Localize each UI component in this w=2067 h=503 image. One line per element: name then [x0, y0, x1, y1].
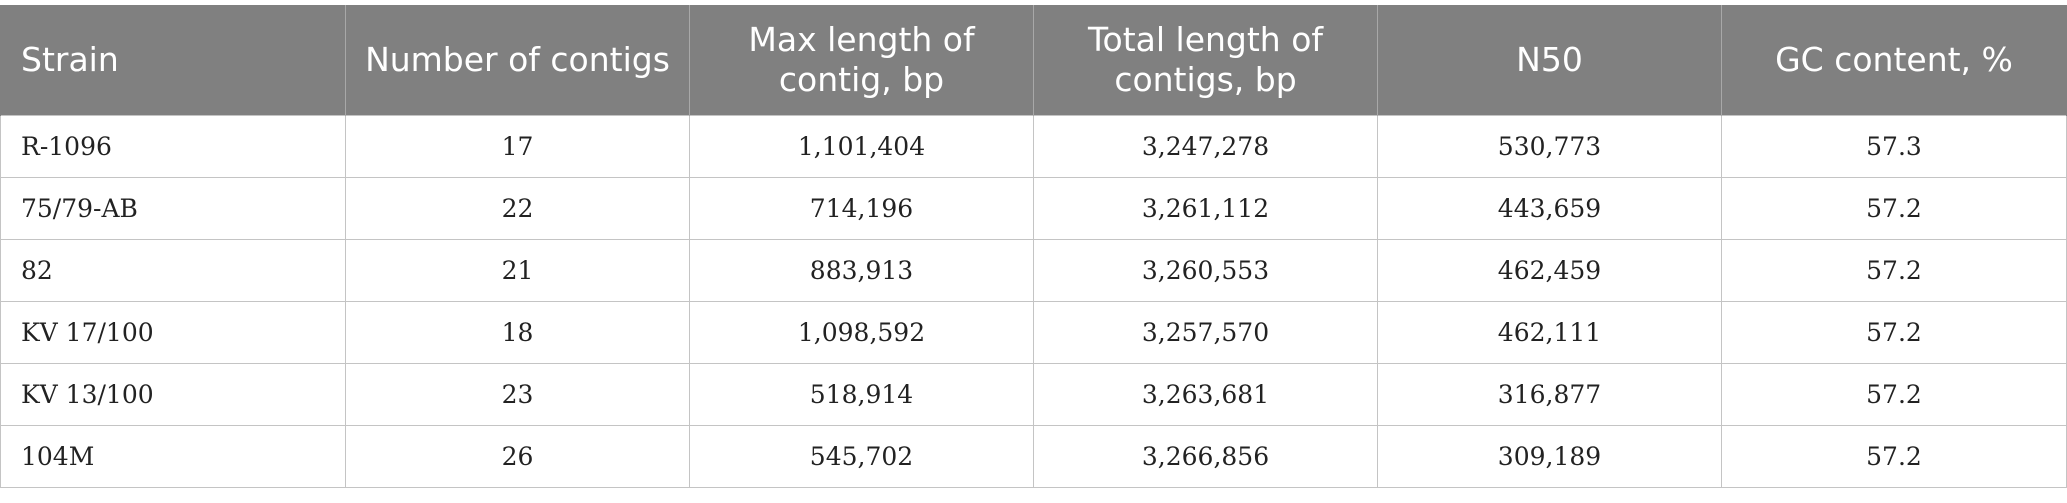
cell-gc-content: 57.2 — [1721, 300, 2067, 364]
header-max-length-of-contig: Max length of contig, bp — [689, 5, 1034, 115]
table-header: Strain Number of contigs Max length of c… — [0, 5, 2067, 115]
header-total-length-of-contigs: Total length of contigs, bp — [1033, 5, 1378, 115]
cell-total-length: 3,266,856 — [1033, 424, 1378, 488]
table-row: KV 13/100 23 518,914 3,263,681 316,877 5… — [0, 362, 2067, 426]
cell-strain: 75/79-AB — [0, 176, 346, 240]
cell-gc-content: 57.2 — [1721, 362, 2067, 426]
cell-total-length: 3,257,570 — [1033, 300, 1378, 364]
cell-number-of-contigs: 22 — [345, 176, 690, 240]
cell-strain: KV 13/100 — [0, 362, 346, 426]
table-body: R-1096 17 1,101,404 3,247,278 530,773 57… — [0, 114, 2067, 488]
table-row: R-1096 17 1,101,404 3,247,278 530,773 57… — [0, 114, 2067, 178]
cell-number-of-contigs: 17 — [345, 114, 690, 178]
cell-strain: R-1096 — [0, 114, 346, 178]
cell-number-of-contigs: 21 — [345, 238, 690, 302]
table-row: KV 17/100 18 1,098,592 3,257,570 462,111… — [0, 300, 2067, 364]
cell-n50: 462,111 — [1377, 300, 1722, 364]
cell-max-length: 1,101,404 — [689, 114, 1034, 178]
cell-strain: 104M — [0, 424, 346, 488]
header-strain: Strain — [0, 5, 346, 115]
cell-gc-content: 57.2 — [1721, 176, 2067, 240]
cell-gc-content: 57.2 — [1721, 424, 2067, 488]
cell-n50: 530,773 — [1377, 114, 1722, 178]
cell-n50: 443,659 — [1377, 176, 1722, 240]
table-row: 104M 26 545,702 3,266,856 309,189 57.2 — [0, 424, 2067, 488]
cell-n50: 462,459 — [1377, 238, 1722, 302]
cell-n50: 309,189 — [1377, 424, 1722, 488]
genome-assembly-table-container: Strain Number of contigs Max length of c… — [0, 5, 2067, 488]
cell-max-length: 1,098,592 — [689, 300, 1034, 364]
cell-total-length: 3,247,278 — [1033, 114, 1378, 178]
cell-gc-content: 57.2 — [1721, 238, 2067, 302]
cell-n50: 316,877 — [1377, 362, 1722, 426]
cell-number-of-contigs: 23 — [345, 362, 690, 426]
cell-number-of-contigs: 26 — [345, 424, 690, 488]
cell-number-of-contigs: 18 — [345, 300, 690, 364]
header-gc-content: GC content, % — [1721, 5, 2067, 115]
cell-max-length: 714,196 — [689, 176, 1034, 240]
cell-strain: KV 17/100 — [0, 300, 346, 364]
cell-total-length: 3,263,681 — [1033, 362, 1378, 426]
cell-total-length: 3,260,553 — [1033, 238, 1378, 302]
table-row: 75/79-AB 22 714,196 3,261,112 443,659 57… — [0, 176, 2067, 240]
header-n50: N50 — [1377, 5, 1722, 115]
cell-total-length: 3,261,112 — [1033, 176, 1378, 240]
cell-max-length: 545,702 — [689, 424, 1034, 488]
header-row: Strain Number of contigs Max length of c… — [0, 5, 2067, 115]
cell-strain: 82 — [0, 238, 346, 302]
genome-assembly-table: Strain Number of contigs Max length of c… — [0, 5, 2067, 488]
cell-max-length: 883,913 — [689, 238, 1034, 302]
header-number-of-contigs: Number of contigs — [345, 5, 690, 115]
cell-gc-content: 57.3 — [1721, 114, 2067, 178]
table-row: 82 21 883,913 3,260,553 462,459 57.2 — [0, 238, 2067, 302]
cell-max-length: 518,914 — [689, 362, 1034, 426]
